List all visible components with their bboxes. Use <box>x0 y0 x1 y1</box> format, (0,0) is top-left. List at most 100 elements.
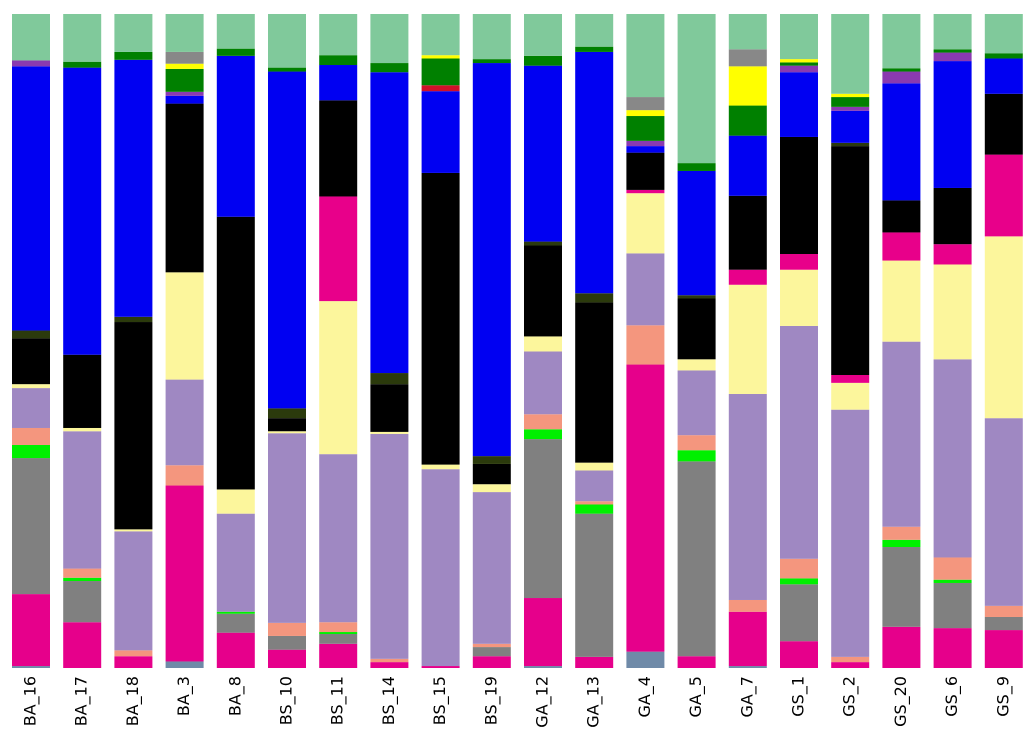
bar-segment <box>984 616 1023 631</box>
bar-segment <box>677 14 716 164</box>
bar-segment <box>63 14 102 62</box>
bar-segment <box>421 85 460 92</box>
bar-segment <box>575 462 614 471</box>
bar-segment <box>882 260 921 342</box>
bar-segment <box>575 504 614 514</box>
bar-segment <box>933 359 972 558</box>
bar-segment <box>626 110 665 117</box>
bar-segment <box>472 492 511 644</box>
x-tick-label: GA_7 <box>737 676 757 718</box>
bar-segment <box>421 58 460 86</box>
bar-segment <box>882 200 921 233</box>
bar-segment <box>114 529 153 532</box>
x-tick-label: GS_2 <box>840 676 860 717</box>
bar-segment <box>984 58 1023 94</box>
bar-segment <box>933 61 972 188</box>
bar-segment <box>268 71 306 409</box>
bar-segment <box>268 408 306 419</box>
x-tick-label: GS_1 <box>789 676 809 717</box>
bar-segment <box>114 650 153 657</box>
bar-segment <box>677 370 716 436</box>
bar-segment <box>728 66 767 106</box>
bar-segment <box>728 599 767 612</box>
bar-segment <box>114 322 153 530</box>
bar-segment <box>165 485 204 662</box>
bar-segment <box>12 66 50 331</box>
bar-segment <box>319 14 358 56</box>
bar-segment <box>626 140 665 147</box>
bar-segment <box>524 245 562 337</box>
bar-segment <box>831 409 870 657</box>
bar-segment <box>677 435 716 451</box>
x-tick-label: BA_16 <box>21 676 41 726</box>
bar-segment <box>677 359 716 371</box>
bar-segment <box>63 568 102 578</box>
bar-segment <box>524 241 562 246</box>
bar-segment <box>626 116 665 141</box>
bar-segment <box>165 661 204 668</box>
bar-segment <box>370 658 409 663</box>
bar-segment <box>984 236 1023 419</box>
bar-segment <box>728 611 767 667</box>
bar-segment <box>268 433 306 623</box>
bar-segment <box>933 264 972 360</box>
bar-segment <box>12 666 50 668</box>
bar-segment <box>524 598 562 667</box>
bar-segment <box>472 463 511 485</box>
bar-segment <box>933 244 972 265</box>
bar-segment <box>319 55 358 66</box>
bar-segment <box>626 146 665 153</box>
bar-segment <box>575 51 614 294</box>
x-tick-label: BS_15 <box>430 676 450 725</box>
bar-segment <box>216 55 255 217</box>
bar-segment <box>216 489 255 514</box>
bar-segment <box>216 613 255 633</box>
bar-segment <box>831 382 870 410</box>
bar-segment <box>780 641 818 668</box>
bar-segment <box>524 351 562 415</box>
bar-segment <box>882 341 921 527</box>
bar-segment <box>524 14 562 56</box>
bar-segment <box>831 146 870 376</box>
bar-segment <box>728 49 767 67</box>
bar-segment <box>165 51 204 64</box>
bar-segment <box>268 67 306 72</box>
bar-segment <box>12 330 50 339</box>
bar-segment <box>780 14 818 60</box>
bar-segment <box>12 60 50 67</box>
bar-segment <box>63 427 102 432</box>
bar-segment <box>831 656 870 663</box>
bar-segment <box>63 354 102 428</box>
bar-segment <box>472 484 511 493</box>
bar-segment <box>165 465 204 486</box>
bar-segment <box>472 63 511 457</box>
bar-segment <box>677 295 716 299</box>
bar-segment <box>319 65 358 101</box>
bar-segment <box>268 418 306 432</box>
x-tick-label: BS_14 <box>379 676 399 725</box>
bar-segment <box>370 384 409 432</box>
bar-segment <box>12 338 50 385</box>
bar-segment <box>728 14 767 50</box>
bar-segment <box>63 577 102 582</box>
bar-segment <box>575 302 614 463</box>
bar-segment <box>114 14 153 52</box>
bar-segment <box>472 647 511 657</box>
bar-segment <box>831 93 870 98</box>
bar-segment <box>524 336 562 352</box>
bar-segment <box>626 97 665 111</box>
bar-segment <box>421 14 460 56</box>
bar-segment <box>728 393 767 600</box>
bar-segment <box>472 456 511 464</box>
bar-segment <box>319 622 358 633</box>
bar-segment <box>626 14 665 98</box>
bar-segment <box>165 103 204 273</box>
bar-segment <box>63 61 102 68</box>
bar-segment <box>370 14 409 64</box>
bar-segment <box>165 95 204 104</box>
bar-segment <box>268 431 306 434</box>
bar-segment <box>984 154 1023 237</box>
x-tick-label: GA_13 <box>584 676 604 728</box>
bar-segment <box>319 196 358 302</box>
bar-segment <box>933 628 972 668</box>
